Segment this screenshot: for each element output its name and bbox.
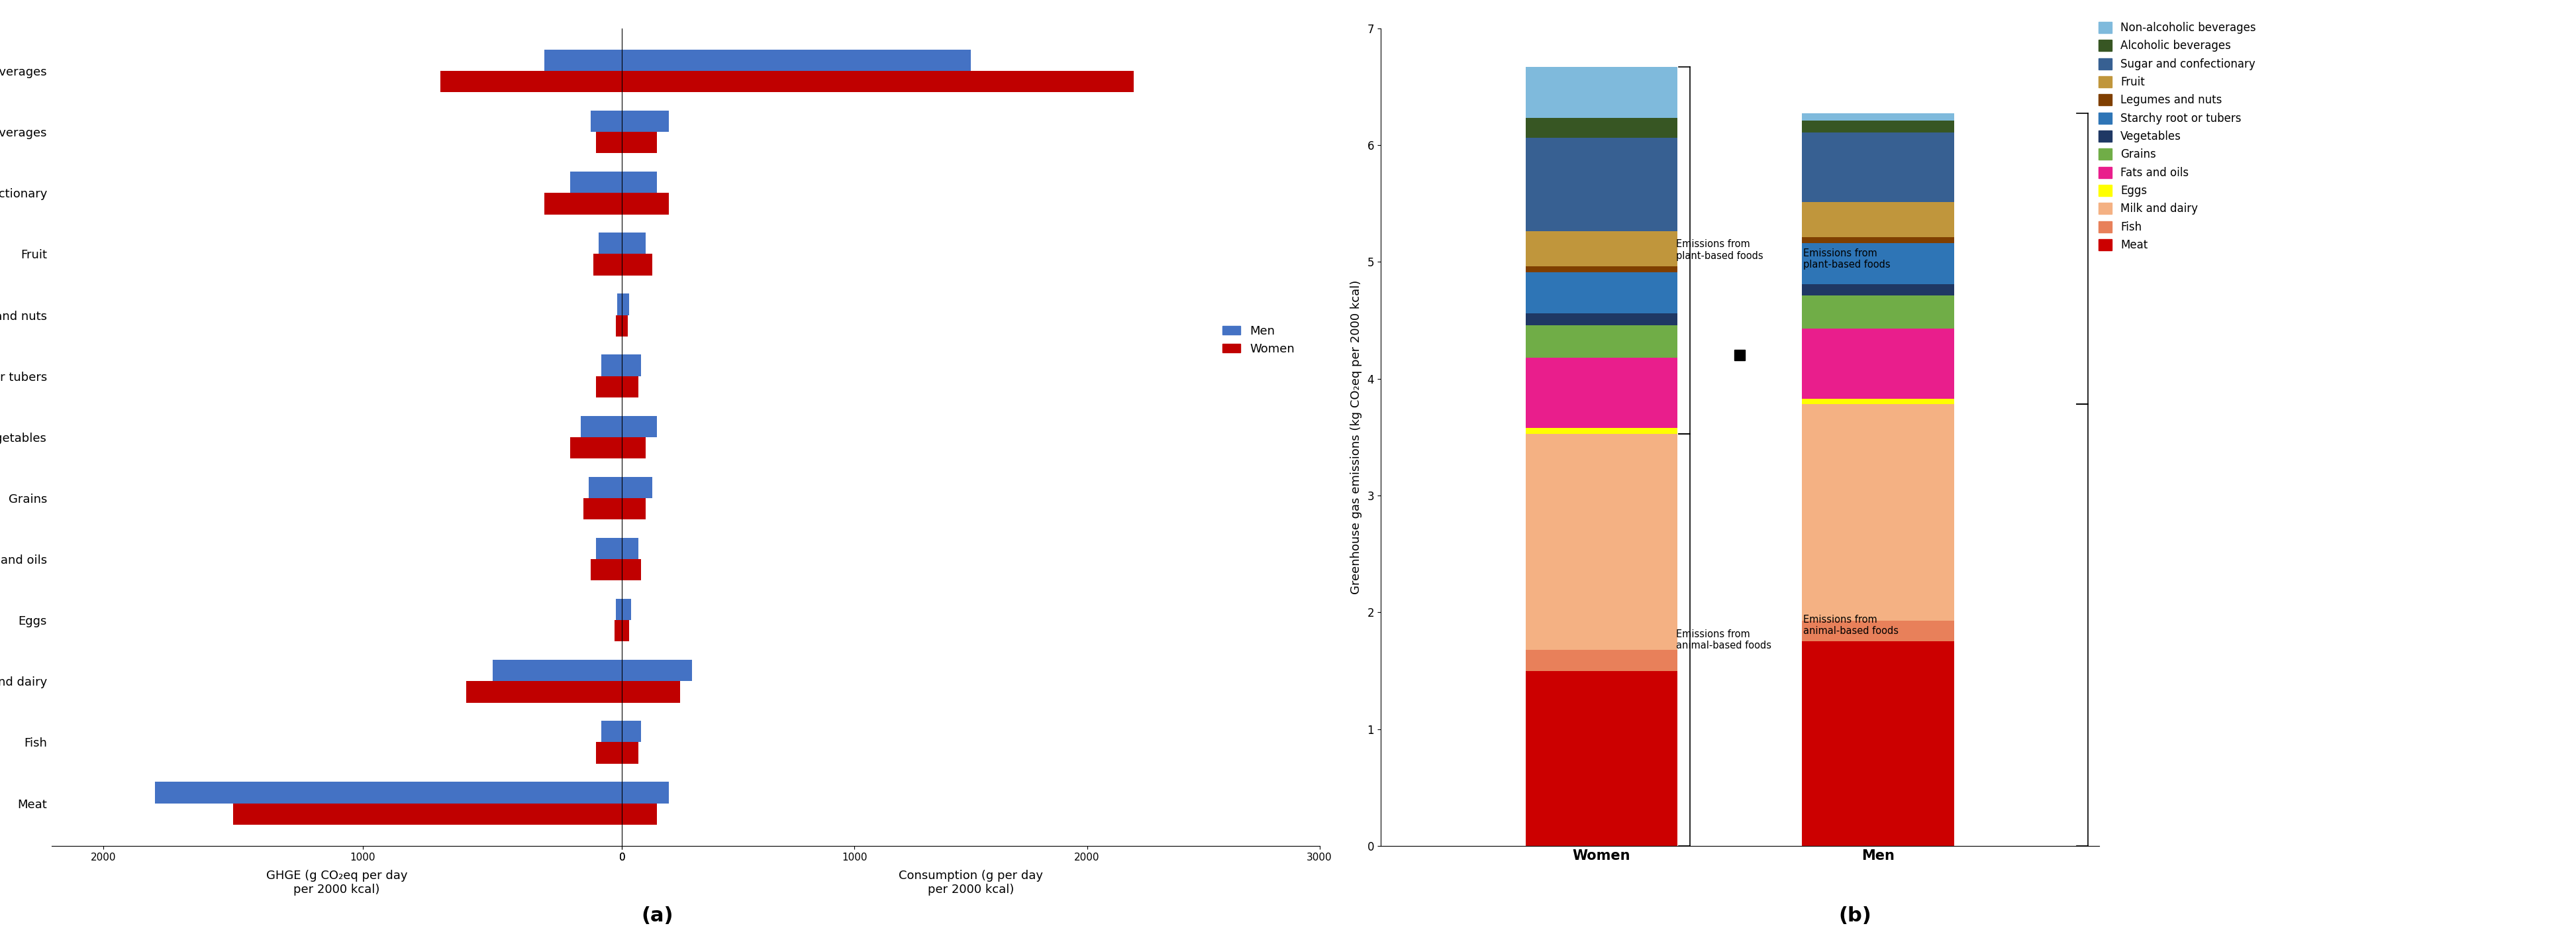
Bar — [621, 254, 652, 275]
Bar — [621, 111, 667, 132]
Bar — [613, 620, 621, 641]
Bar — [600, 721, 621, 743]
Bar — [580, 415, 621, 437]
X-axis label: Consumption (g per day
per 2000 kcal): Consumption (g per day per 2000 kcal) — [899, 870, 1043, 896]
Bar — [1525, 650, 1677, 671]
Bar — [1801, 620, 1953, 641]
Bar — [590, 111, 621, 132]
Legend: Non-alcoholic beverages, Alcoholic beverages, Sugar and confectionary, Fruit, Le: Non-alcoholic beverages, Alcoholic bever… — [2094, 17, 2259, 256]
Bar — [1801, 202, 1953, 237]
Bar — [1525, 433, 1677, 650]
Bar — [621, 620, 629, 641]
Bar — [616, 315, 621, 337]
Bar — [616, 599, 621, 620]
Bar — [1525, 118, 1677, 138]
Bar — [621, 415, 657, 437]
Bar — [1801, 120, 1953, 133]
Bar — [621, 498, 644, 520]
Bar — [621, 538, 639, 559]
Bar — [1801, 404, 1953, 620]
Bar — [1801, 243, 1953, 284]
Text: Emissions from
animal-based foods: Emissions from animal-based foods — [1803, 615, 1899, 636]
Bar — [621, 376, 639, 398]
Bar — [621, 50, 971, 70]
Bar — [600, 354, 621, 376]
Bar — [595, 132, 621, 153]
Bar — [621, 315, 629, 337]
Bar — [569, 437, 621, 459]
Bar — [621, 599, 631, 620]
Bar — [621, 721, 641, 743]
Bar — [621, 193, 667, 214]
Bar — [466, 681, 621, 702]
Y-axis label: Greenhouse gas emissions (kg CO₂eq per 2000 kcal): Greenhouse gas emissions (kg CO₂eq per 2… — [1350, 280, 1363, 594]
Bar — [592, 254, 621, 275]
Bar — [595, 538, 621, 559]
Bar — [1525, 313, 1677, 325]
Bar — [155, 782, 621, 804]
Bar — [492, 660, 621, 681]
Bar — [1525, 231, 1677, 267]
Bar — [621, 437, 644, 459]
Bar — [621, 743, 639, 763]
Bar — [595, 376, 621, 398]
Bar — [1801, 641, 1953, 846]
Bar — [569, 172, 621, 193]
Legend: Men, Women: Men, Women — [1218, 321, 1298, 360]
Bar — [1525, 67, 1677, 118]
Text: Emissions from
animal-based foods: Emissions from animal-based foods — [1677, 629, 1772, 650]
Bar — [621, 477, 652, 498]
Bar — [621, 132, 657, 153]
Bar — [621, 70, 1133, 92]
Bar — [621, 172, 657, 193]
Bar — [616, 293, 621, 315]
Bar — [1801, 296, 1953, 328]
Bar — [1801, 284, 1953, 296]
Bar — [1525, 273, 1677, 313]
Text: Emissions from
plant-based foods: Emissions from plant-based foods — [1803, 248, 1891, 270]
Text: (b): (b) — [1839, 906, 1870, 925]
Bar — [595, 743, 621, 763]
Bar — [1801, 328, 1953, 399]
Bar — [621, 782, 667, 804]
Bar — [1801, 133, 1953, 202]
Bar — [621, 804, 657, 824]
Bar — [1525, 138, 1677, 231]
Bar — [1525, 357, 1677, 428]
Bar — [544, 193, 621, 214]
Bar — [590, 559, 621, 581]
X-axis label: GHGE (g CO₂eq per day
per 2000 kcal): GHGE (g CO₂eq per day per 2000 kcal) — [265, 870, 407, 896]
Bar — [621, 660, 693, 681]
Bar — [621, 354, 641, 376]
Bar — [621, 681, 680, 702]
Bar — [1801, 237, 1953, 243]
Bar — [621, 293, 629, 315]
Bar — [1525, 428, 1677, 433]
Bar — [1525, 267, 1677, 273]
Bar — [544, 50, 621, 70]
Bar — [440, 70, 621, 92]
Bar — [1525, 325, 1677, 357]
Bar — [598, 232, 621, 254]
Bar — [582, 498, 621, 520]
Text: Emissions from
plant-based foods: Emissions from plant-based foods — [1677, 240, 1762, 261]
Bar — [621, 559, 641, 581]
Bar — [232, 804, 621, 824]
Bar — [1801, 399, 1953, 404]
Bar — [621, 232, 644, 254]
Bar — [587, 477, 621, 498]
Text: (a): (a) — [641, 906, 672, 925]
Bar — [1525, 671, 1677, 846]
Bar — [1801, 114, 1953, 120]
